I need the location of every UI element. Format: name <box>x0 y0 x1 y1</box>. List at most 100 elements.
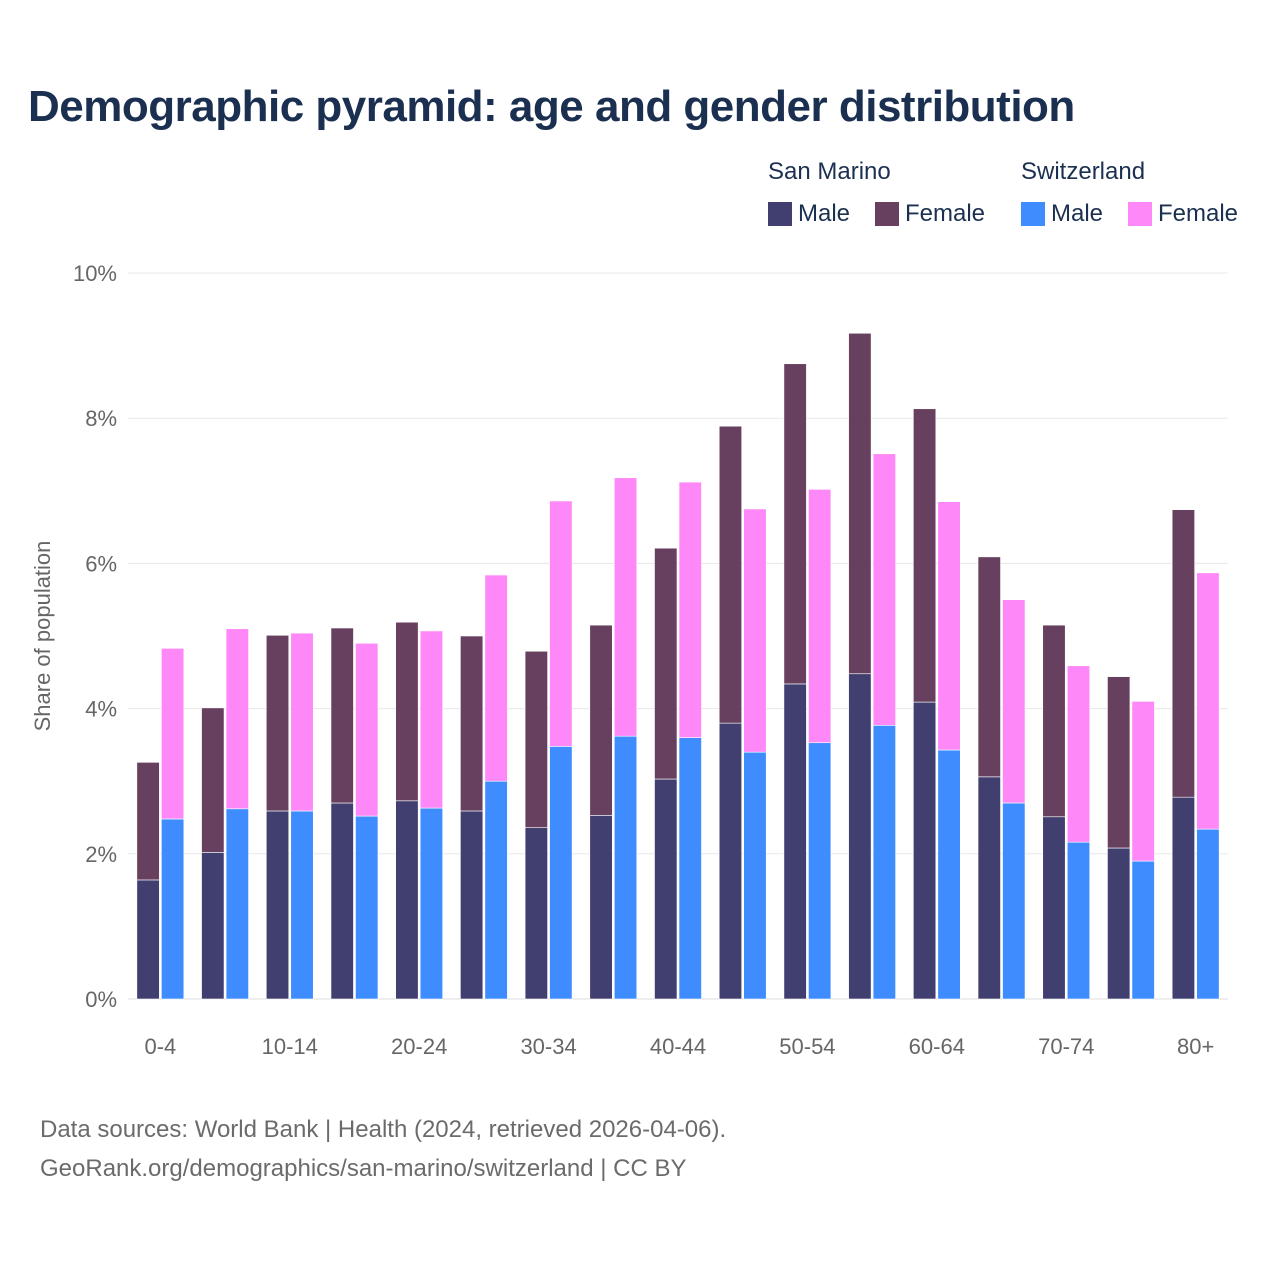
bar-switzerland-male <box>808 742 832 1000</box>
bar-switzerland-male <box>743 751 767 1000</box>
y-tick-label: 6% <box>85 551 117 576</box>
bar-switzerland-male <box>1066 841 1091 1000</box>
legend-swatch <box>1021 202 1045 226</box>
legend-label: Male <box>798 200 851 227</box>
legend-label: Female <box>1158 200 1239 227</box>
x-tick-label: 30-34 <box>520 1034 576 1059</box>
x-tick-label: 40-44 <box>650 1034 706 1059</box>
bar-san-marino-female <box>654 547 678 780</box>
legend-label: Male <box>1051 200 1104 227</box>
bar-switzerland-male <box>355 815 379 1000</box>
legend-swatch <box>1128 202 1152 226</box>
bar-san-marino-female <box>848 332 872 675</box>
bar-switzerland-female <box>1196 572 1220 830</box>
bar-switzerland-female <box>290 632 314 812</box>
bar-san-marino-female <box>265 634 290 812</box>
bar-switzerland-female <box>743 508 767 753</box>
bar-san-marino-male <box>783 683 807 1000</box>
bar-san-marino-female <box>524 650 548 828</box>
bar-switzerland-male <box>937 749 961 1000</box>
bar-switzerland-female <box>872 453 896 726</box>
bar-switzerland-male <box>549 746 573 1000</box>
bar-san-marino-male <box>460 810 484 1000</box>
bar-switzerland-female <box>937 501 961 751</box>
legend-item-switzerland-male[interactable]: Male <box>1021 200 1103 228</box>
bar-san-marino-female <box>718 425 743 724</box>
y-axis-label: Share of population <box>30 541 55 732</box>
bar-switzerland-female <box>355 642 379 817</box>
bar-san-marino-female <box>1107 676 1131 849</box>
y-tick-label: 8% <box>85 406 117 431</box>
bar-san-marino-male <box>589 815 613 1000</box>
bar-san-marino-female <box>395 621 419 802</box>
bar-switzerland-female <box>1066 665 1091 843</box>
x-tick-label: 60-64 <box>909 1034 965 1059</box>
bar-switzerland-male <box>290 810 314 1000</box>
bar-san-marino-female <box>1171 509 1195 798</box>
bar-switzerland-female <box>1131 701 1155 862</box>
legend-item-switzerland-female[interactable]: Female <box>1128 200 1238 228</box>
bar-san-marino-male <box>1171 796 1195 1000</box>
bar-switzerland-male <box>161 818 185 1000</box>
bar-san-marino-male <box>524 827 548 1000</box>
bar-san-marino-male <box>654 778 678 1000</box>
x-tick-label: 0-4 <box>144 1034 176 1059</box>
legend-swatch <box>768 202 792 226</box>
bar-switzerland-female <box>484 574 508 782</box>
y-tick-label: 2% <box>85 842 117 867</box>
bar-switzerland-male <box>678 737 702 1000</box>
bar-san-marino-male <box>977 776 1001 1000</box>
bar-san-marino-male <box>1107 847 1131 1000</box>
bar-switzerland-female <box>808 489 832 744</box>
bar-switzerland-female <box>1002 599 1026 804</box>
bar-san-marino-female <box>136 762 160 881</box>
bar-switzerland-female <box>419 630 443 809</box>
bar-san-marino-female <box>977 556 1001 778</box>
x-tick-label: 50-54 <box>779 1034 835 1059</box>
legend-label: Female <box>905 200 986 227</box>
bar-san-marino-female <box>201 707 225 853</box>
bar-san-marino-male <box>848 673 872 1000</box>
y-tick-label: 0% <box>85 987 117 1012</box>
x-tick-label: 70-74 <box>1038 1034 1094 1059</box>
bar-switzerland-male <box>225 808 249 1000</box>
bar-switzerland-male <box>1002 802 1026 1000</box>
legend-item-san-marino-male[interactable]: Male <box>768 200 850 228</box>
legend-item-san-marino-female[interactable]: Female <box>875 200 985 228</box>
bar-san-marino-female <box>589 624 613 816</box>
bar-switzerland-male <box>484 780 508 1000</box>
legend-group-switzerland: Switzerland <box>1021 158 1146 185</box>
bar-switzerland-male <box>1196 828 1220 1000</box>
x-tick-label: 10-14 <box>262 1034 318 1059</box>
x-tick-label: 80+ <box>1177 1034 1214 1059</box>
y-tick-label: 4% <box>85 697 117 722</box>
bar-switzerland-female <box>225 628 249 810</box>
footer-sources: Data sources: World Bank | Health (2024,… <box>40 1116 727 1143</box>
bar-san-marino-female <box>330 627 354 804</box>
bar-san-marino-male <box>395 800 419 1000</box>
bar-san-marino-female <box>460 635 484 812</box>
bar-switzerland-male <box>1131 860 1155 1000</box>
bar-switzerland-male <box>613 735 638 1000</box>
bar-san-marino-male <box>201 852 225 1000</box>
bar-switzerland-female <box>678 481 702 738</box>
bar-san-marino-female <box>1042 624 1066 818</box>
y-tick-label: 10% <box>73 261 117 286</box>
bar-switzerland-female <box>549 500 573 747</box>
bar-san-marino-male <box>718 722 743 1000</box>
bar-san-marino-male <box>913 701 937 1000</box>
bar-san-marino-female <box>913 408 937 703</box>
legend-swatch <box>875 202 899 226</box>
bar-san-marino-male <box>330 802 354 1000</box>
legend-group-san-marino: San Marino <box>768 158 891 185</box>
bar-san-marino-female <box>783 363 807 685</box>
bar-san-marino-male <box>1042 816 1066 1000</box>
bar-switzerland-female <box>613 477 638 737</box>
bar-san-marino-male <box>265 810 290 1000</box>
bar-san-marino-male <box>136 879 160 1000</box>
bar-switzerland-male <box>419 807 443 1000</box>
chart-title: Demographic pyramid: age and gender dist… <box>28 82 1075 131</box>
footer-link[interactable]: GeoRank.org/demographics/san-marino/swit… <box>40 1155 687 1182</box>
bar-switzerland-male <box>872 724 896 1000</box>
